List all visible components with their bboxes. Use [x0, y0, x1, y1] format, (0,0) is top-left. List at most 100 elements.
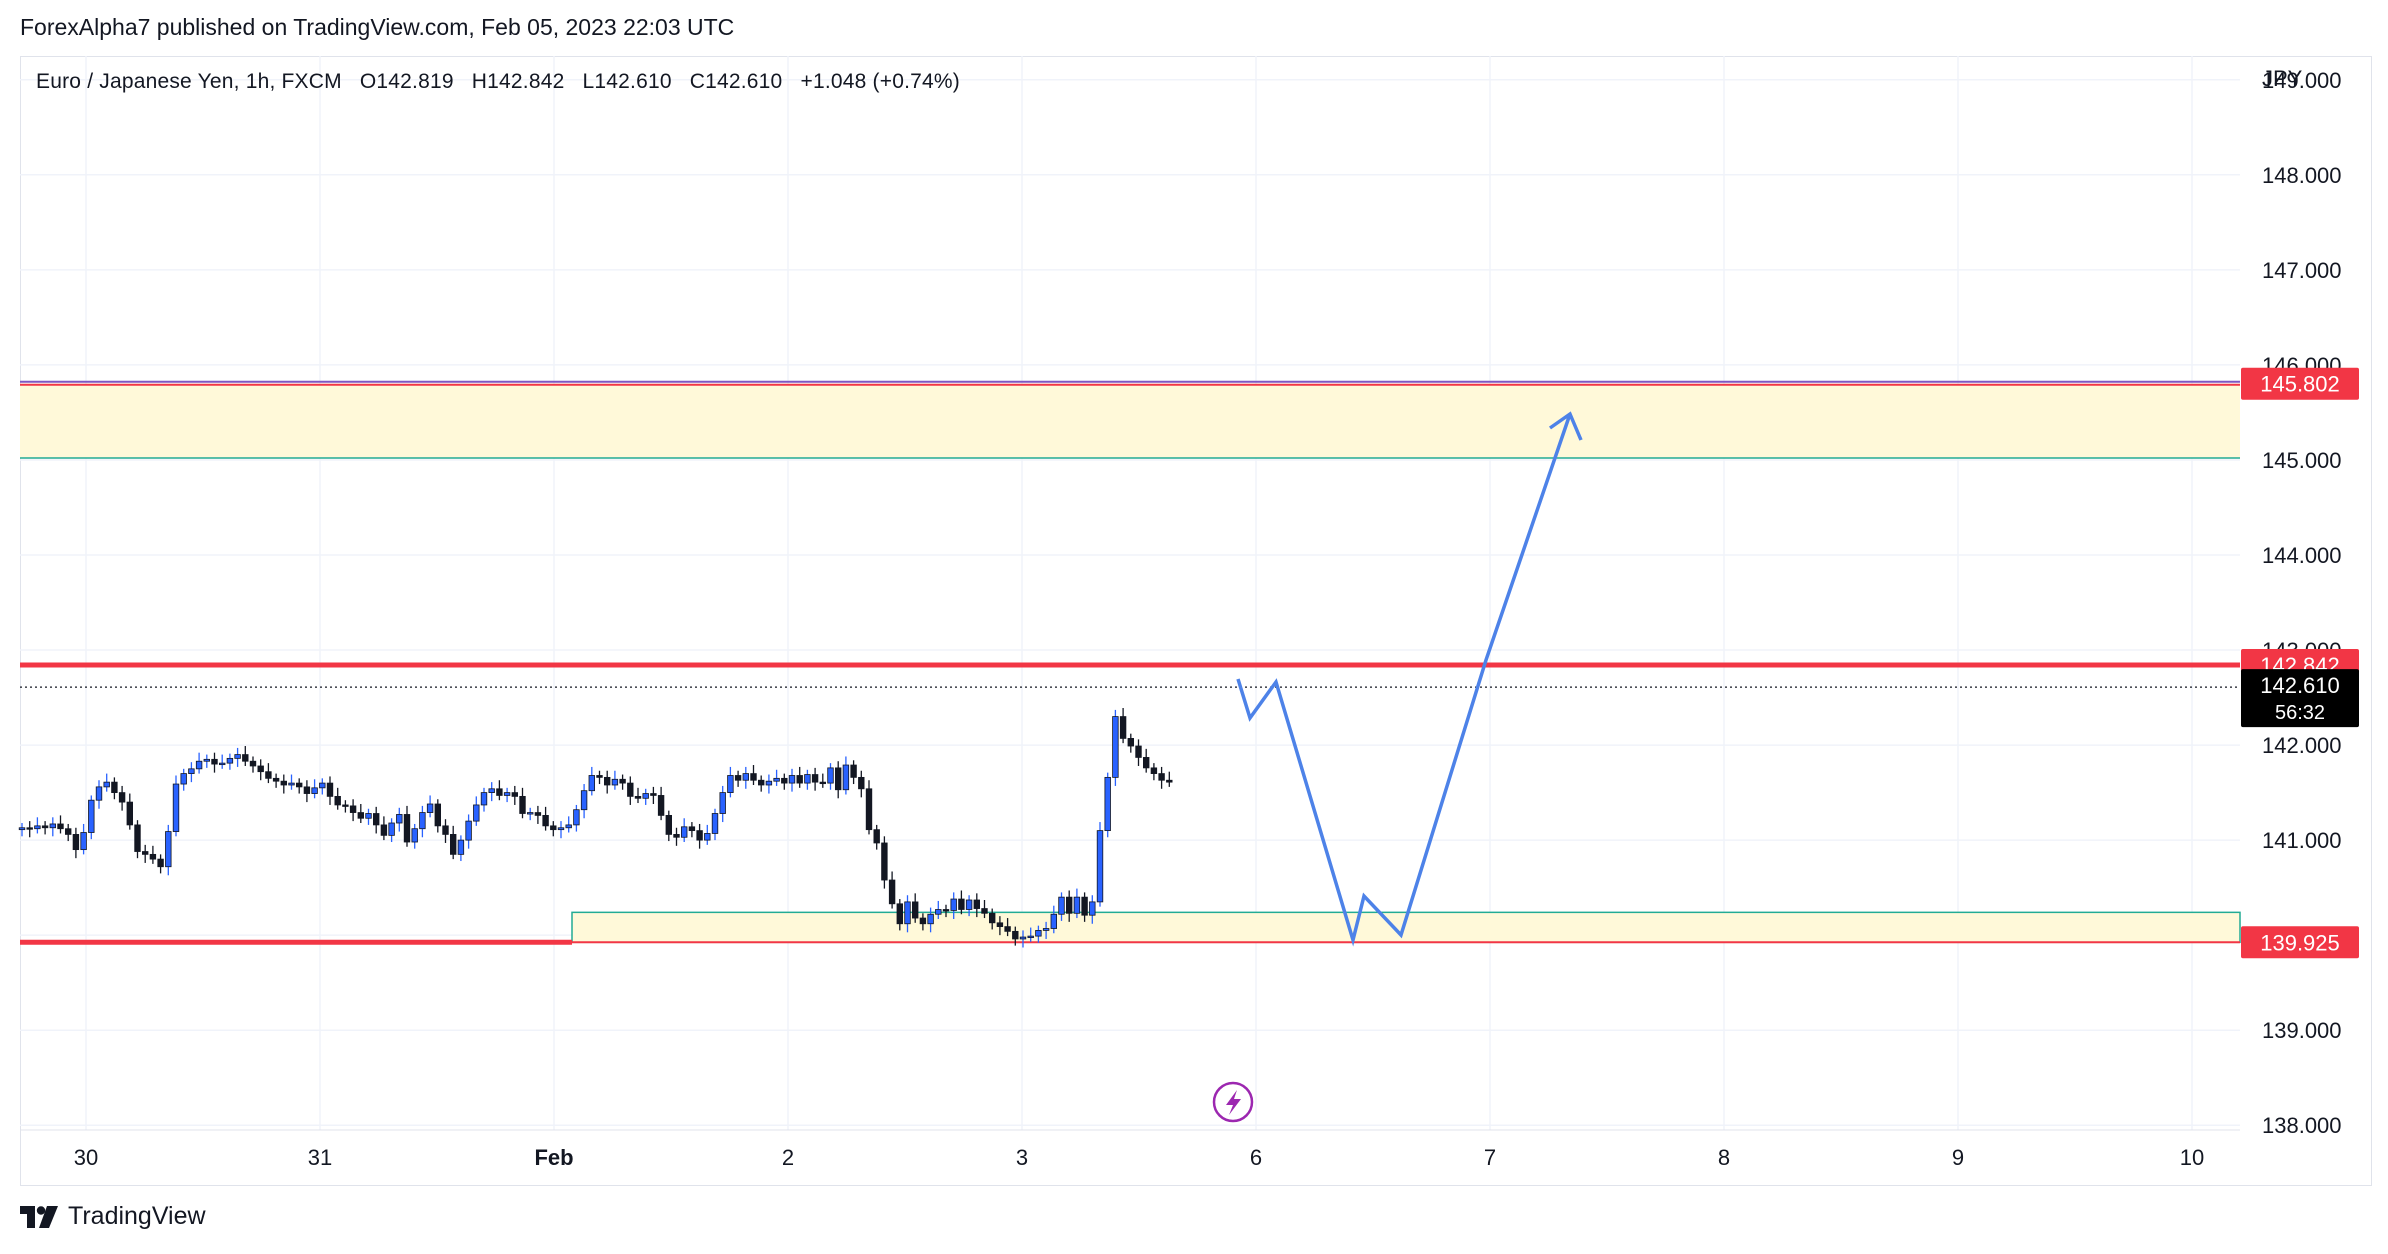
candle-body [188, 768, 195, 774]
projection-arrow[interactable] [1236, 411, 1583, 947]
candle-body [280, 780, 287, 786]
candle-body [765, 780, 773, 786]
currency-label: JPY [2262, 66, 2303, 91]
candle-body [634, 795, 642, 799]
candle-body [888, 879, 896, 905]
candle-body [303, 786, 311, 794]
candle-body [873, 829, 880, 844]
candle-body [989, 912, 996, 924]
candle-body [650, 793, 657, 796]
candle-body [596, 775, 603, 778]
price-tick-label: 144.000 [2262, 543, 2342, 568]
candle-body [865, 788, 873, 831]
candle-body [26, 827, 33, 830]
time-tick-label: 6 [1250, 1145, 1262, 1170]
candle-body [134, 824, 141, 852]
candle-body [118, 792, 126, 803]
candle-body [72, 834, 80, 851]
candle-body [272, 777, 280, 782]
chart-frame[interactable] [20, 56, 2372, 1186]
candle-body [819, 781, 826, 785]
candle-body [827, 767, 834, 784]
time-tick-label: 9 [1952, 1145, 1964, 1170]
price-tick-label: 147.000 [2262, 258, 2342, 283]
candle-body [218, 762, 226, 766]
candle-body [981, 908, 988, 914]
candle-body [480, 792, 488, 806]
candle-body [750, 773, 757, 781]
candle-body [88, 799, 95, 833]
candle-body [226, 757, 234, 764]
lightning-icon[interactable] [1212, 1081, 1254, 1123]
candle-body [141, 851, 149, 855]
candle-body [434, 803, 441, 827]
time-tick-label: 2 [782, 1145, 794, 1170]
time-axis: 30 31 Feb 2 3 6 7 8 9 10 [20, 1129, 2240, 1170]
candle-body [372, 813, 380, 826]
candle-body [1027, 935, 1034, 939]
candle-body [1073, 896, 1081, 914]
candle-body [534, 812, 542, 816]
candle-body [49, 823, 56, 829]
candle-body [973, 899, 980, 909]
price-tick-label: 145.000 [2262, 448, 2342, 473]
candle-body [804, 774, 811, 784]
candle-body [265, 771, 272, 779]
candle-body [727, 775, 734, 793]
candle-body [1135, 745, 1142, 758]
candle-body [249, 760, 257, 767]
time-tick-label: Feb [534, 1145, 573, 1170]
price-label-box [2241, 926, 2359, 959]
candle-body [1058, 896, 1065, 915]
candle-body [742, 773, 749, 781]
candle-body [950, 898, 957, 911]
candle-body [388, 822, 395, 836]
candle-body [349, 805, 357, 813]
tradingview-logo-text: TradingView [68, 1202, 206, 1230]
candle-body [796, 775, 803, 784]
candle-body [1150, 767, 1158, 774]
candle-body [896, 903, 903, 925]
legend-high: H142.842 [471, 70, 565, 93]
candle-body [842, 764, 850, 791]
time-tick-label: 10 [2180, 1145, 2204, 1170]
candle-body [65, 828, 72, 835]
zones [20, 380, 2241, 944]
candle-body [673, 834, 680, 838]
candle-body [172, 783, 180, 832]
candle-body [927, 913, 934, 925]
candle-body [449, 834, 457, 855]
candle-body [788, 775, 796, 784]
candle-body [519, 795, 526, 814]
projection-path [1236, 411, 1583, 947]
candle-body [149, 853, 157, 860]
candle-body [657, 795, 665, 816]
candle-body [734, 775, 742, 781]
candle-body [180, 773, 187, 785]
candle-body [1019, 936, 1027, 940]
candle-body [580, 790, 588, 811]
countdown-label-text: 56:32 [2275, 702, 2325, 724]
candle-body [550, 825, 557, 831]
candle-body [396, 814, 403, 824]
candle-body [1096, 830, 1104, 903]
price-tick-label: 139.000 [2262, 1018, 2342, 1043]
price-tick-label: 149.000 [2262, 68, 2342, 93]
candle-body [1050, 913, 1057, 929]
candle-body [611, 778, 619, 786]
price-label-box [2241, 367, 2359, 400]
candle-body [1066, 896, 1073, 914]
candle-body [203, 758, 210, 762]
candle-body [157, 858, 164, 868]
candle-body [1127, 738, 1134, 747]
price-tick-label: 142.000 [2262, 733, 2342, 758]
candle-body [642, 793, 649, 799]
time-tick-label: 30 [74, 1145, 98, 1170]
candle-body [80, 832, 87, 851]
candle-body [488, 788, 495, 793]
candle-body [211, 758, 218, 765]
candle-body [311, 787, 318, 794]
tradingview-logo[interactable]: TradingView [20, 1202, 206, 1231]
candle-body [688, 826, 696, 832]
